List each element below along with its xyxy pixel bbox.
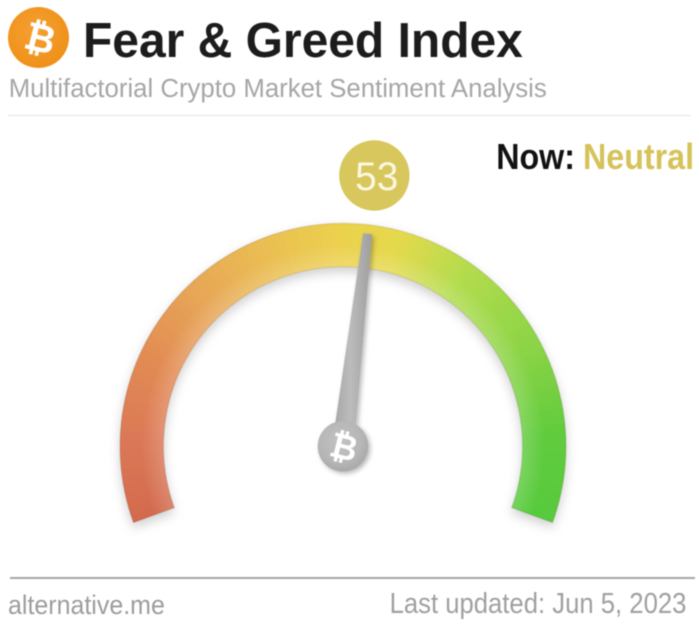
gauge-arc-highlight [120, 223, 567, 523]
subtitle: Multifactorial Crypto Market Sentiment A… [8, 74, 547, 103]
source-link[interactable]: alternative.me [7, 590, 165, 621]
last-updated: Last updated: Jun 5, 2023 [389, 587, 687, 620]
gauge-arc-outline [119, 222, 567, 524]
status-classification: Neutral [583, 136, 695, 177]
page-title: Fear & Greed Index [82, 12, 523, 68]
header-divider [8, 114, 691, 116]
status-label: Now: [496, 136, 576, 177]
footer-divider [10, 577, 695, 579]
value-badge-circle [339, 140, 410, 211]
gauge-arc [119, 222, 567, 524]
value-badge: 53 [339, 140, 410, 211]
gauge-hub [317, 421, 369, 472]
gauge-needle-group: ₿ [317, 233, 373, 472]
gauge-value: 53 [355, 154, 398, 199]
gauge-needle [332, 233, 373, 448]
status: Now: Neutral [497, 139, 695, 175]
bitcoin-logo: ₿ [8, 7, 69, 68]
